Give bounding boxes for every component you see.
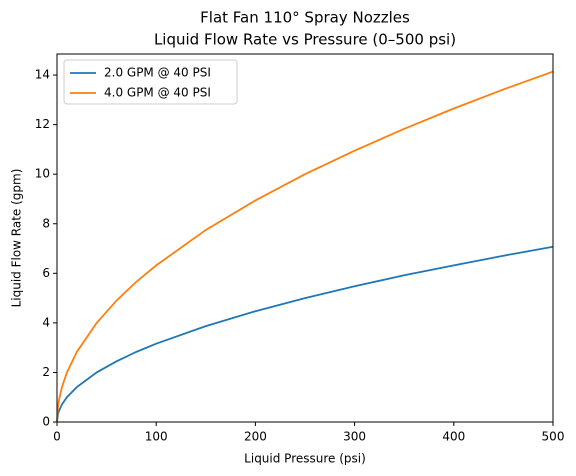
x-tick-label: 100 (145, 430, 168, 444)
x-tick-label: 300 (343, 430, 366, 444)
legend-box (63, 59, 238, 105)
legend-label: 4.0 GPM @ 40 PSI (104, 86, 211, 100)
line-series (56, 70, 554, 423)
plot-frame (56, 53, 554, 423)
y-tick-label: 12 (35, 117, 50, 131)
y-tick-label: 8 (42, 216, 50, 230)
x-tick-label: 400 (442, 430, 465, 444)
chart-title: Flat Fan 110° Spray Nozzles (200, 9, 410, 27)
y-tick-label: 0 (42, 415, 50, 429)
x-tick-label: 0 (53, 430, 61, 444)
y-tick-label: 2 (42, 365, 50, 379)
y-axis-label: Liquid Flow Rate (gpm) (10, 169, 24, 308)
legend-label: 2.0 GPM @ 40 PSI (104, 66, 211, 80)
y-tick-label: 14 (35, 68, 50, 82)
line-series (56, 245, 554, 423)
x-tick-label: 500 (542, 430, 565, 444)
y-tick-label: 4 (42, 315, 50, 329)
chart-subtitle: Liquid Flow Rate vs Pressure (0–500 psi) (154, 31, 456, 49)
y-tick-label: 6 (42, 266, 50, 280)
y-tick-label: 10 (35, 167, 50, 181)
x-tick-label: 200 (244, 430, 267, 444)
x-axis-label: Liquid Pressure (psi) (244, 452, 366, 466)
